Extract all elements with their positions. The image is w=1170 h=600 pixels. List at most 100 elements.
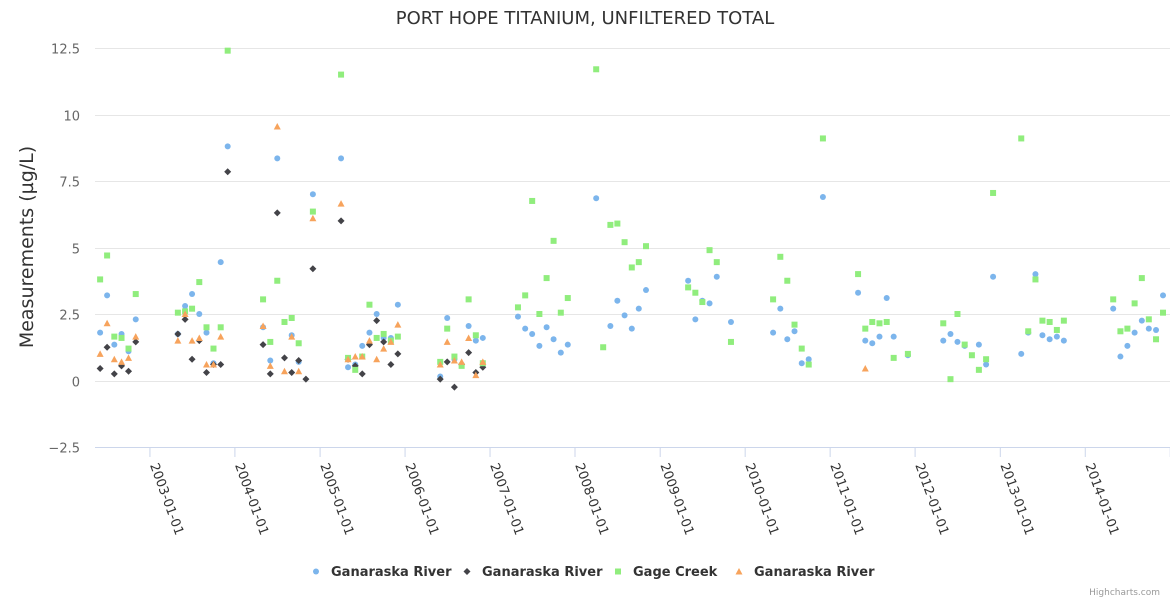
data-point[interactable] xyxy=(713,273,720,280)
data-point[interactable] xyxy=(387,338,395,345)
data-point[interactable] xyxy=(118,358,126,365)
data-point[interactable] xyxy=(479,358,487,365)
data-point[interactable] xyxy=(458,362,465,369)
data-point[interactable] xyxy=(614,297,621,304)
data-point[interactable] xyxy=(1138,275,1145,282)
data-point[interactable] xyxy=(947,330,954,337)
data-point[interactable] xyxy=(1160,309,1167,316)
data-point[interactable] xyxy=(103,319,111,327)
data-point[interactable] xyxy=(281,318,288,325)
data-point[interactable] xyxy=(564,295,571,302)
data-point[interactable] xyxy=(1046,318,1053,325)
data-point[interactable] xyxy=(104,292,111,299)
data-point[interactable] xyxy=(685,277,692,284)
data-point[interactable] xyxy=(203,361,211,368)
data-point[interactable] xyxy=(288,369,296,377)
data-point[interactable] xyxy=(883,318,890,325)
legend-item-3[interactable]: Gage Creek xyxy=(615,565,718,580)
data-point[interactable] xyxy=(543,275,550,282)
data-point[interactable] xyxy=(1046,336,1053,343)
data-point[interactable] xyxy=(635,259,642,266)
data-point[interactable] xyxy=(472,332,479,339)
data-point[interactable] xyxy=(450,357,458,364)
data-point[interactable] xyxy=(472,337,479,344)
data-point[interactable] xyxy=(940,320,947,327)
data-point[interactable] xyxy=(295,357,303,365)
data-point[interactable] xyxy=(288,333,296,340)
data-point[interactable] xyxy=(132,333,140,340)
data-point[interactable] xyxy=(876,320,883,327)
data-point[interactable] xyxy=(514,304,521,311)
data-point[interactable] xyxy=(855,271,862,278)
data-point[interactable] xyxy=(266,362,274,369)
data-point[interactable] xyxy=(96,365,104,373)
data-point[interactable] xyxy=(904,350,911,357)
data-point[interactable] xyxy=(593,195,600,202)
data-point[interactable] xyxy=(203,369,211,377)
data-point[interactable] xyxy=(338,155,345,162)
data-point[interactable] xyxy=(1060,317,1067,324)
data-point[interactable] xyxy=(819,135,826,142)
data-point[interactable] xyxy=(373,355,381,363)
data-point[interactable] xyxy=(805,361,812,368)
data-point[interactable] xyxy=(1131,300,1138,307)
data-point[interactable] xyxy=(529,330,536,337)
legend-item-1[interactable]: Ganaraska River xyxy=(313,565,452,580)
data-point[interactable] xyxy=(522,292,529,299)
data-point[interactable] xyxy=(990,189,997,196)
data-point[interactable] xyxy=(727,318,734,325)
data-point[interactable] xyxy=(791,328,798,335)
data-point[interactable] xyxy=(862,337,869,344)
data-point[interactable] xyxy=(266,370,274,378)
data-point[interactable] xyxy=(103,343,111,351)
data-point[interactable] xyxy=(1145,325,1152,332)
data-point[interactable] xyxy=(125,345,132,352)
data-point[interactable] xyxy=(472,371,480,379)
data-point[interactable] xyxy=(394,350,402,358)
data-point[interactable] xyxy=(380,345,388,352)
data-point[interactable] xyxy=(189,305,196,312)
data-point[interactable] xyxy=(181,310,189,318)
legend-symbol[interactable] xyxy=(735,568,743,575)
credits-link[interactable]: Highcharts.com xyxy=(1089,588,1160,598)
data-point[interactable] xyxy=(1117,328,1124,335)
data-point[interactable] xyxy=(273,122,281,130)
data-point[interactable] xyxy=(1138,317,1145,324)
data-point[interactable] xyxy=(947,376,954,383)
data-point[interactable] xyxy=(189,291,196,298)
data-point[interactable] xyxy=(529,197,536,204)
data-point[interactable] xyxy=(643,287,650,294)
data-point[interactable] xyxy=(557,309,564,316)
data-point[interactable] xyxy=(1018,350,1025,357)
data-point[interactable] xyxy=(819,193,826,200)
data-point[interactable] xyxy=(309,214,317,222)
data-point[interactable] xyxy=(359,342,366,349)
legend-label[interactable]: Ganaraska River xyxy=(754,565,875,580)
data-point[interactable] xyxy=(458,358,466,365)
data-point[interactable] xyxy=(444,314,451,321)
data-point[interactable] xyxy=(975,366,982,373)
legend[interactable]: Ganaraska River Ganaraska River Gage Creek… xyxy=(313,565,875,580)
data-point[interactable] xyxy=(706,300,713,307)
data-point[interactable] xyxy=(366,301,373,308)
data-point[interactable] xyxy=(699,299,706,306)
data-point[interactable] xyxy=(387,361,395,369)
data-point[interactable] xyxy=(1145,316,1152,323)
data-point[interactable] xyxy=(104,252,111,259)
data-point[interactable] xyxy=(557,349,564,356)
data-point[interactable] xyxy=(373,311,380,317)
data-point[interactable] xyxy=(394,333,401,340)
data-point[interactable] xyxy=(1060,337,1067,344)
data-point[interactable] xyxy=(536,342,543,349)
data-point[interactable] xyxy=(522,325,529,332)
legend-symbol[interactable] xyxy=(313,568,319,575)
data-point[interactable] xyxy=(1018,135,1025,142)
data-point[interactable] xyxy=(961,341,968,348)
data-point[interactable] xyxy=(345,364,352,371)
data-point[interactable] xyxy=(203,324,210,331)
data-point[interactable] xyxy=(274,277,281,284)
data-point[interactable] xyxy=(394,301,401,308)
data-point[interactable] xyxy=(770,296,777,303)
data-point[interactable] xyxy=(550,237,557,244)
data-point[interactable] xyxy=(983,361,990,368)
